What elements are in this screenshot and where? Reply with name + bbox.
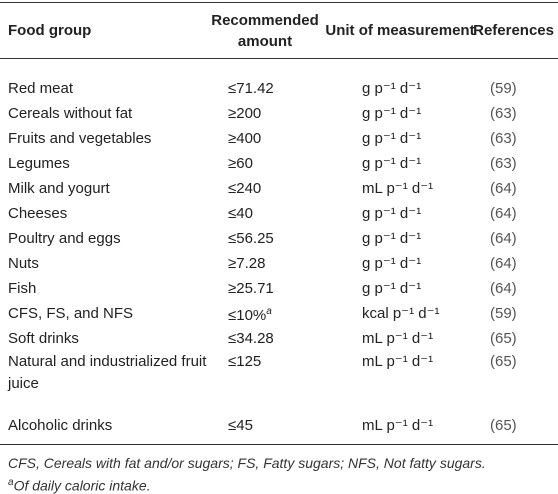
unit-cell: g p⁻¹ d⁻¹ [362, 104, 422, 122]
unit-cell: g p⁻¹ d⁻¹ [362, 229, 422, 247]
table-row: Milk and yogurt ≤240 mL p⁻¹ d⁻¹ (64) [0, 176, 558, 201]
unit-cell: mL p⁻¹ d⁻¹ [362, 329, 434, 347]
unit-cell: g p⁻¹ d⁻¹ [362, 154, 422, 172]
amount: ≤45 [228, 416, 253, 434]
reference-cell: (63) [490, 129, 517, 147]
table-row: Cheeses ≤40 g p⁻¹ d⁻¹ (64) [0, 201, 558, 226]
unit-cell: g p⁻¹ d⁻¹ [362, 204, 422, 222]
unit-cell: mL p⁻¹ d⁻¹ [362, 179, 434, 197]
footnote-text: CFS, Cereals with fat and/or sugars; FS,… [8, 455, 486, 471]
food-cell: Fish [8, 279, 37, 297]
amount-cell: ≤45 [215, 415, 320, 437]
food-cell: Cereals without fat [8, 104, 133, 122]
amount-cell: ≤34.28 [215, 328, 320, 350]
amount: ≤56.25 [228, 229, 274, 247]
amount: ≤40 [228, 204, 253, 222]
amount: ≤240 [228, 179, 262, 197]
reference-cell: (65) [490, 329, 517, 347]
reference-cell: (65) [490, 416, 517, 434]
table-row: Cereals without fat ≥200 g p⁻¹ d⁻¹ (63) [0, 101, 558, 126]
amount-cell: ≤10%a [215, 301, 320, 327]
reference-cell: (63) [490, 104, 517, 122]
reference-cell: (64) [490, 229, 517, 247]
amount-cell: ≤240 [215, 178, 320, 200]
reference-cell: (59) [490, 79, 517, 97]
food-cell: Red meat [8, 79, 74, 97]
food-cell: Cheeses [8, 204, 68, 222]
table-row: CFS, FS, and NFS ≤10%a kcal p⁻¹ d⁻¹ (59) [0, 301, 558, 326]
amount-cell: ≤56.25 [215, 228, 320, 250]
table-row: Nuts ≥7.28 g p⁻¹ d⁻¹ (64) [0, 251, 558, 276]
reference-cell: (64) [490, 204, 517, 222]
amount: ≥200 [228, 104, 262, 122]
amount: ≥60 [228, 154, 253, 172]
food-cell: Milk and yogurt [8, 179, 110, 197]
table-row: Poultry and eggs ≤56.25 g p⁻¹ d⁻¹ (64) [0, 226, 558, 251]
unit-cell: g p⁻¹ d⁻¹ [362, 254, 422, 272]
reference-cell: (59) [490, 304, 517, 322]
unit-cell: kcal p⁻¹ d⁻¹ [362, 304, 440, 322]
table-row: Legumes ≥60 g p⁻¹ d⁻¹ (63) [0, 151, 558, 176]
food-cell: Legumes [8, 154, 70, 172]
reference-cell: (63) [490, 154, 517, 172]
amount-cell: ≤125 [215, 351, 320, 373]
table-row: Red meat ≤71.42 g p⁻¹ d⁻¹ (59) [0, 76, 558, 101]
footnote: aOf daily caloric intake. [8, 477, 151, 494]
amount: ≥400 [228, 129, 262, 147]
reference-cell: (64) [490, 279, 517, 297]
food-cell: CFS, FS, and NFS [8, 304, 134, 322]
unit-cell: mL p⁻¹ d⁻¹ [362, 353, 434, 370]
amount-cell: ≥7.28 [215, 253, 320, 275]
footnote-text: Of daily caloric intake. [13, 477, 151, 494]
amount-cell: ≤40 [215, 203, 320, 225]
unit-cell: g p⁻¹ d⁻¹ [362, 79, 422, 97]
reference-cell: (64) [490, 179, 517, 197]
unit-cell: g p⁻¹ d⁻¹ [362, 279, 422, 297]
table-row: Alcoholic drinks ≤45 mL p⁻¹ d⁻¹ (65) [0, 413, 558, 438]
unit-cell: g p⁻¹ d⁻¹ [362, 129, 422, 147]
header-cell: References [473, 22, 554, 39]
food-cell: Alcoholic drinks [8, 416, 113, 434]
table-row: Natural and industrialized fruit juice ≤1… [0, 351, 558, 413]
table-row: Fruits and vegetables ≥400 g p⁻¹ d⁻¹ (63) [0, 126, 558, 151]
amount: ≥7.28 [228, 254, 266, 272]
table-row: Soft drinks ≤34.28 mL p⁻¹ d⁻¹ (65) [0, 326, 558, 351]
amount-cell: ≤71.42 [215, 78, 320, 100]
amount: ≤10% [228, 306, 267, 324]
amount: ≤71.42 [228, 79, 274, 97]
amount-cell: ≥200 [215, 103, 320, 125]
header-row: Food group Recommended amount Unit of meas… [0, 3, 558, 59]
amount-cell: ≥25.71 [215, 278, 320, 300]
note-marker: a [266, 305, 272, 317]
reference-cell: (65) [490, 353, 517, 370]
amount: ≥25.71 [228, 279, 274, 297]
amount-cell: ≥400 [215, 128, 320, 150]
amount-cell: ≥60 [215, 153, 320, 175]
header-cell: Recommended amount [211, 11, 319, 50]
table-row: Fish ≥25.71 g p⁻¹ d⁻¹ (64) [0, 276, 558, 301]
table: Food group Recommended amount Unit of meas… [0, 2, 558, 445]
table-body: Red meat ≤71.42 g p⁻¹ d⁻¹ (59) Cereals witho… [0, 76, 558, 438]
food-cell: Natural and industrialized fruit juice [8, 353, 207, 392]
food-cell: Poultry and eggs [8, 229, 121, 247]
amount: ≤34.28 [228, 329, 274, 347]
footnote-marker: a [8, 477, 14, 488]
food-cell: Nuts [8, 254, 39, 272]
header-cell: Unit of measurement [325, 22, 475, 39]
footnote: CFS, Cereals with fat and/or sugars; FS,… [8, 455, 486, 471]
unit-cell: mL p⁻¹ d⁻¹ [362, 416, 434, 434]
food-cell: Fruits and vegetables [8, 129, 152, 147]
amount: ≤125 [228, 353, 262, 370]
header-cell: Food group [8, 22, 92, 39]
reference-cell: (64) [490, 254, 517, 272]
food-cell: Soft drinks [8, 329, 79, 347]
